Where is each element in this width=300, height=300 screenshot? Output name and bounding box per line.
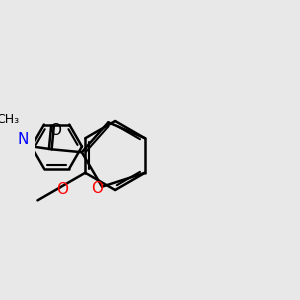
Text: N: N (17, 132, 28, 147)
Text: O: O (56, 182, 68, 197)
Text: O: O (91, 182, 103, 196)
Text: CH₃: CH₃ (0, 113, 20, 126)
Text: O: O (49, 123, 61, 138)
